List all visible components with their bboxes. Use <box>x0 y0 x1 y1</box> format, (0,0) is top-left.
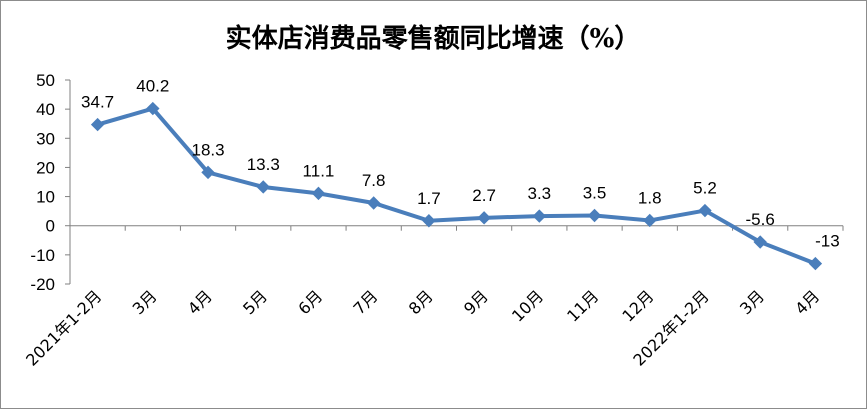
x-tick-label: 7月 <box>350 286 382 318</box>
data-label: -5.6 <box>746 210 775 229</box>
x-tick-label: 9月 <box>460 286 492 318</box>
data-label: 18.3 <box>191 140 224 159</box>
data-label: 1.8 <box>638 188 662 207</box>
x-tick-label: 4月 <box>184 286 216 318</box>
data-point-marker <box>366 196 381 210</box>
y-tick-label: 30 <box>36 129 55 148</box>
y-tick-label: 20 <box>36 158 55 177</box>
data-point-marker <box>256 180 270 194</box>
data-label: 34.7 <box>81 93 114 112</box>
data-label: 7.8 <box>362 171 386 190</box>
data-label: 5.2 <box>693 179 717 198</box>
x-tick-label: 4月 <box>791 286 823 318</box>
data-label: -13 <box>815 232 840 251</box>
series-line <box>97 106 817 266</box>
x-tick-label: 11月 <box>563 286 602 325</box>
y-axis-ticks: 50 40 30 20 10 0 -10 -20 <box>30 71 70 294</box>
data-label: 2.7 <box>472 186 496 205</box>
x-tick-label: 8月 <box>405 286 437 318</box>
y-tick-label: 40 <box>36 100 55 119</box>
y-tick-label: 10 <box>36 188 55 207</box>
data-label: 40.2 <box>136 77 169 96</box>
x-tick-label: 5月 <box>239 286 271 318</box>
y-tick-label: 50 <box>36 71 55 90</box>
data-point-marker <box>532 209 547 223</box>
data-point-marker <box>698 203 712 218</box>
x-tick-label: 6月 <box>294 286 326 318</box>
data-series <box>90 101 823 271</box>
x-axis-ticks: 2021年1-2月 3月 4月 5月 6月 7月 8月 9月 10月 11月 12月2022年1-2… <box>22 225 844 370</box>
data-point-marker <box>477 211 491 225</box>
y-tick-label: -20 <box>30 275 55 294</box>
data-point-marker <box>146 101 160 116</box>
data-label: 3.3 <box>528 184 552 203</box>
data-label: 1.7 <box>417 189 441 208</box>
data-point-marker <box>753 235 767 249</box>
chart-axes <box>69 80 843 284</box>
x-tick-label: 3月 <box>736 286 768 318</box>
data-point-marker <box>643 213 657 228</box>
data-label: 11.1 <box>303 161 335 180</box>
x-tick-label: 3月 <box>129 286 161 318</box>
data-point-marker <box>311 186 326 201</box>
x-tick-label: 12月 <box>618 286 657 325</box>
x-tick-label: 10月 <box>508 286 547 325</box>
data-point-marker <box>422 214 436 228</box>
data-label: 13.3 <box>247 155 280 174</box>
data-point-marker <box>90 117 105 132</box>
data-point-marker <box>808 256 823 271</box>
x-tick-label: 2021年1-2月 <box>22 286 105 369</box>
y-tick-label: 0 <box>46 217 55 236</box>
y-tick-label: -10 <box>30 246 55 265</box>
data-labels: 34.7 40.2 18.3 13.3 11.1 7.8 1.7 2.7 3.3 3.5 1.8 5.… <box>81 77 840 251</box>
chart-title: 实体店消费品零售额同比增速（%） <box>226 23 641 54</box>
data-point-marker <box>587 208 602 223</box>
data-point-marker <box>201 165 215 180</box>
data-label: 3.5 <box>583 184 607 203</box>
